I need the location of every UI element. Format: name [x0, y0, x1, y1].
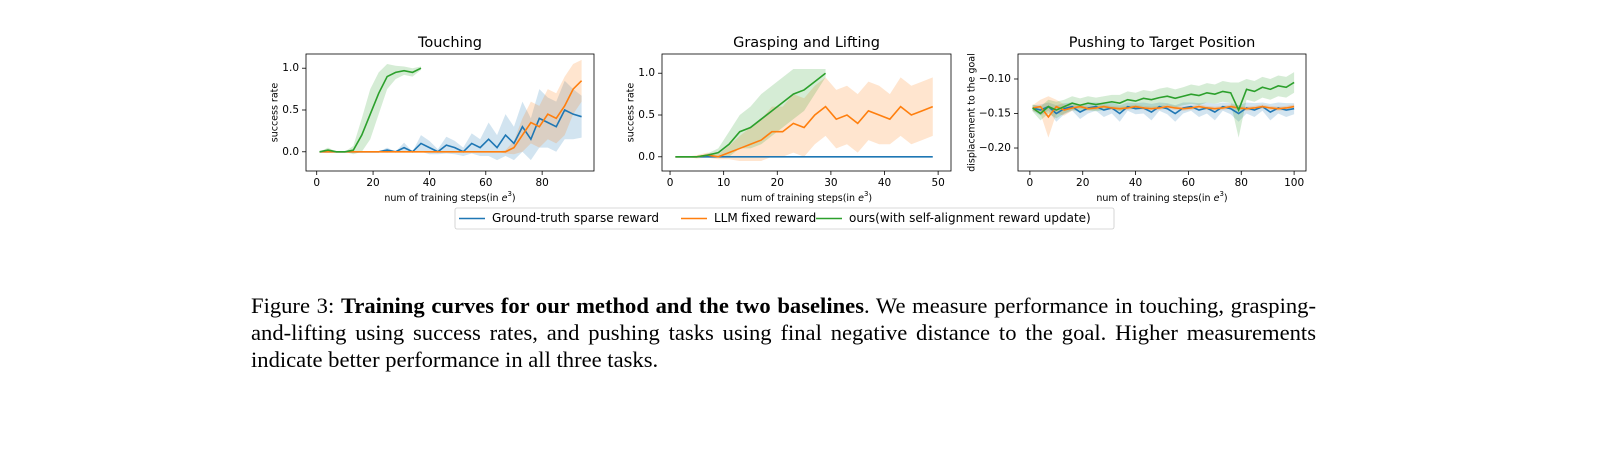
x-label-part: e [858, 193, 864, 204]
y-tick-label: 0.0 [638, 151, 655, 163]
x-label-part: ) [1224, 193, 1228, 204]
legend-label: ours(with self-alignment reward update) [849, 211, 1091, 225]
caption: Figure 3: Training curves for our method… [251, 292, 1316, 373]
y-tick-label: 0.5 [282, 104, 299, 116]
figure: Touching 0 20 40 60 80 0.0 0.5 1.0 num of trainin… [270, 35, 1307, 230]
x-tick-label: 40 [423, 177, 436, 189]
chart-title: Pushing to Target Position [1069, 35, 1256, 51]
x-label-part: num of training steps(in [384, 193, 501, 204]
line [319, 67, 422, 153]
x-tick-label: 50 [931, 177, 944, 189]
std-band [675, 77, 933, 161]
caption-text: . We measure performance in touching, gr… [251, 293, 1316, 372]
x-tick-label: 40 [1129, 177, 1142, 189]
legend-label: Ground-truth sparse reward [492, 211, 659, 225]
legend-label: LLM fixed reward [714, 211, 816, 225]
x-label-part: ) [512, 193, 516, 204]
std-band [675, 69, 826, 157]
caption-bold: Training curves for our method and the t… [340, 293, 864, 318]
x-tick-label: 0 [313, 177, 320, 189]
x-label-part: e [1214, 193, 1220, 204]
chart-title: Touching [417, 35, 482, 51]
legend-box [454, 207, 1115, 230]
y-axis-label: success rate [626, 83, 637, 143]
std-band [1032, 72, 1295, 138]
x-axis-label: num of training steps(in e3) [1096, 190, 1227, 204]
x-tick-label: 20 [1076, 177, 1089, 189]
x-axis-label: num of training steps(in e3) [384, 190, 515, 204]
x-axis-label: num of training steps(in e3) [741, 190, 872, 204]
axes-frame [661, 53, 952, 172]
y-axis-label: displacement to the goal [967, 53, 978, 172]
y-tick-label: 1.0 [282, 62, 299, 74]
y-tick-label: 0.0 [282, 146, 299, 158]
x-label-part: num of training steps(in [1096, 193, 1213, 204]
x-tick-label: 0 [667, 177, 674, 189]
x-label-part: e [502, 193, 508, 204]
line [319, 80, 583, 153]
line [1032, 81, 1295, 115]
x-tick-label: 20 [771, 177, 784, 189]
x-label-part: 3 [507, 190, 511, 198]
x-label-part: 3 [864, 190, 868, 198]
y-tick-label: −0.20 [979, 142, 1011, 154]
y-tick-label: −0.15 [979, 108, 1011, 120]
axes-frame [1017, 53, 1307, 172]
x-tick-label: 0 [1027, 177, 1034, 189]
line [675, 105, 934, 158]
x-tick-label: 60 [1182, 177, 1195, 189]
y-tick-label: 1.0 [638, 67, 655, 79]
y-tick-label: −0.10 [979, 73, 1011, 85]
axes-frame [305, 53, 595, 172]
x-tick-label: 100 [1284, 177, 1304, 189]
y-tick-label: 0.5 [638, 109, 655, 121]
x-tick-label: 20 [366, 177, 379, 189]
x-label-part: 3 [1219, 190, 1223, 198]
x-tick-label: 80 [535, 177, 548, 189]
x-tick-label: 10 [717, 177, 730, 189]
x-tick-label: 80 [1235, 177, 1248, 189]
y-axis-label: success rate [270, 83, 281, 143]
std-band [319, 59, 582, 155]
x-tick-label: 40 [878, 177, 891, 189]
line [675, 72, 827, 158]
line [1032, 105, 1295, 119]
x-label-part: ) [868, 193, 872, 204]
x-tick-label: 60 [479, 177, 492, 189]
x-tick-label: 30 [824, 177, 837, 189]
chart-title: Grasping and Lifting [733, 35, 880, 51]
x-label-part: num of training steps(in [741, 193, 858, 204]
caption-label: Figure 3: [251, 293, 335, 318]
std-band [319, 64, 421, 155]
